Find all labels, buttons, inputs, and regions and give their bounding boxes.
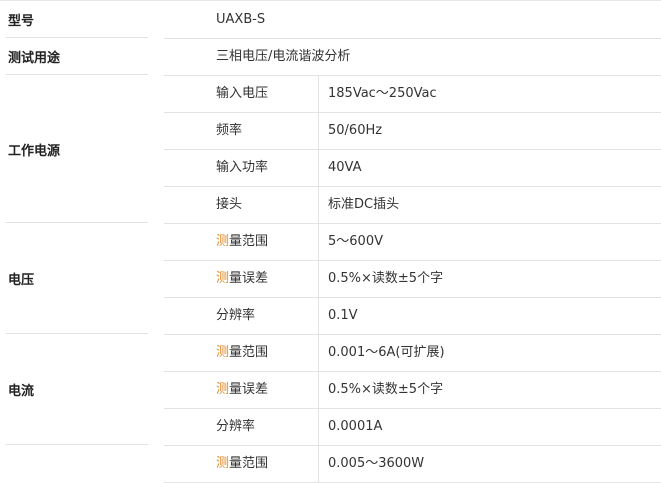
spec-value: 5～600V <box>328 234 383 249</box>
model-value: UAXB-S <box>216 12 266 27</box>
top-border <box>0 0 661 1</box>
spec-key: 测量误差 <box>216 271 269 286</box>
power-measure-group: 测量范围 0.005～3600W <box>0 445 661 483</box>
usage-group: 测试用途 三相电压/电流谐波分析 <box>0 38 661 76</box>
spec-key: 测量范围 <box>216 345 269 360</box>
spec-row: 接头 标准DC插头 <box>164 186 661 224</box>
spec-row: 频率 50/60Hz <box>164 112 661 150</box>
spec-value: 0.005～3600W <box>328 456 425 471</box>
divider <box>5 333 148 334</box>
spec-row: 测量范围 5～600V <box>164 223 661 261</box>
usage-label: 测试用途 <box>8 51 61 66</box>
column-divider <box>318 371 319 408</box>
divider <box>5 444 148 445</box>
model-label: 型号 <box>8 14 35 29</box>
spec-key: 接头 <box>216 197 243 212</box>
model-group: 型号 UAXB-S <box>0 1 661 39</box>
spec-row: 输入功率 40VA <box>164 149 661 187</box>
current-group: 电流 测量范围 0.001～6A(可扩展) 测量误差 0.5%×读数±5个字分辨率 0.0… <box>0 334 661 446</box>
spec-key: 测量范围 <box>216 234 269 249</box>
usage-row: 三相电压/电流谐波分析 <box>164 38 661 76</box>
spec-row: 测量误差 0.5%×读数±5个字 <box>164 260 661 298</box>
column-divider <box>318 297 319 334</box>
spec-key: 频率 <box>216 123 243 138</box>
spec-value: 0.001～6A(可扩展) <box>328 345 445 360</box>
spec-key: 输入功率 <box>216 160 269 175</box>
spec-value: 185Vac～250Vac <box>328 86 437 101</box>
divider <box>5 222 148 223</box>
column-divider <box>318 149 319 186</box>
voltage-label: 电压 <box>8 273 35 288</box>
column-divider <box>318 445 319 482</box>
spec-value: 标准DC插头 <box>328 197 400 212</box>
spec-row: 分辨率 0.1V <box>164 297 661 335</box>
spec-value: 0.5%×读数±5个字 <box>328 271 444 286</box>
spec-value: 50/60Hz <box>328 123 383 138</box>
model-row: UAXB-S <box>164 1 661 39</box>
spec-key: 测量误差 <box>216 382 269 397</box>
column-divider <box>318 112 319 149</box>
spec-value: 40VA <box>328 160 362 175</box>
spec-row: 输入电压 185Vac～250Vac <box>164 75 661 113</box>
column-divider <box>318 260 319 297</box>
column-divider <box>318 223 319 260</box>
column-divider <box>318 186 319 223</box>
spec-row: 分辨率 0.0001A <box>164 408 661 446</box>
column-divider <box>318 334 319 371</box>
spec-row: 测量范围 0.001～6A(可扩展) <box>164 334 661 372</box>
current-label: 电流 <box>8 384 35 399</box>
usage-value: 三相电压/电流谐波分析 <box>216 49 351 64</box>
spec-key: 分辨率 <box>216 308 256 323</box>
spec-key: 测量范围 <box>216 456 269 471</box>
divider <box>5 74 148 75</box>
spec-value: 0.5%×读数±5个字 <box>328 382 444 397</box>
power-label: 工作电源 <box>8 143 61 159</box>
spec-row: 测量误差 0.5%×读数±5个字 <box>164 371 661 409</box>
spec-row: 测量范围 0.005～3600W <box>164 445 661 483</box>
spec-value: 0.1V <box>328 308 358 323</box>
spec-key: 输入电压 <box>216 86 269 101</box>
column-divider <box>318 408 319 445</box>
spec-value: 0.0001A <box>328 419 383 434</box>
column-divider <box>318 75 319 112</box>
power-group: 工作电源 输入电压 185Vac～250Vac 频率 50/60Hz 输入功率 40VA 接头… <box>0 75 661 224</box>
spec-key: 分辨率 <box>216 419 256 434</box>
voltage-group: 电压 测量范围 5～600V 测量误差 0.5%×读数±5个字分辨率 0.1V <box>0 223 661 335</box>
divider <box>5 37 148 38</box>
